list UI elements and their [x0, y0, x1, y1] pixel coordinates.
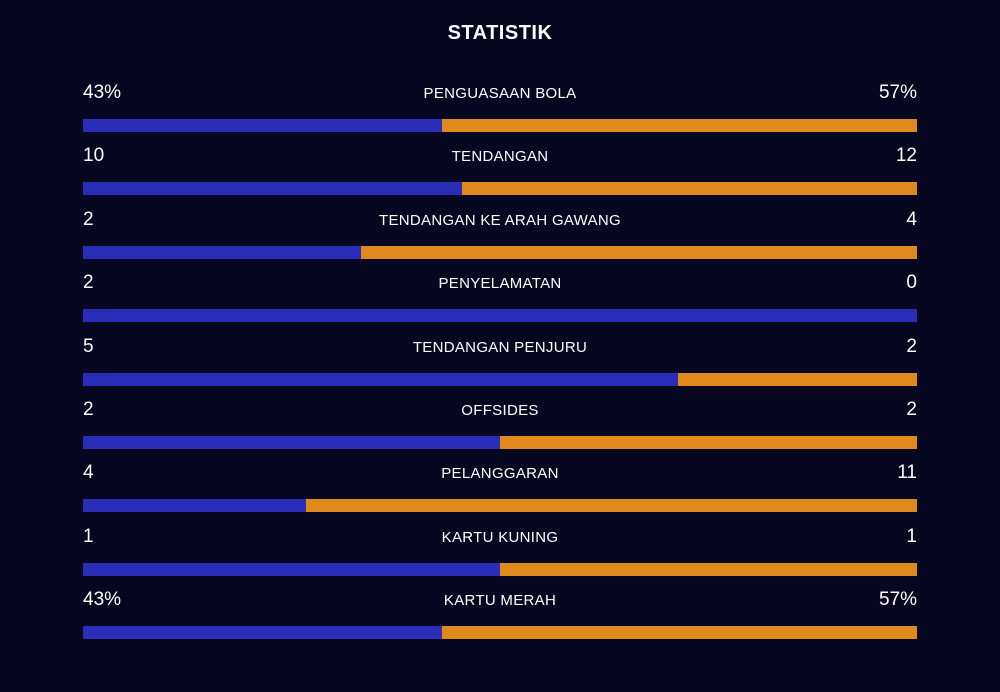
stat-label: TENDANGAN KE ARAH GAWANG: [379, 211, 621, 229]
stats-list: 43% PENGUASAAN BOLA 57% 10 TENDANGAN 12 2 TENDA…: [83, 80, 917, 651]
stat-home-value: 2: [83, 398, 94, 420]
stat-away-value: 1: [906, 525, 917, 547]
stat-bar-away: [500, 435, 917, 449]
stat-row: 1 KARTU KUNING 1: [83, 524, 917, 587]
stat-home-value: 43%: [83, 82, 122, 103]
stat-bar-home: [83, 119, 442, 132]
stat-comparison-bar: [83, 499, 917, 513]
stat-away-value: 57%: [878, 589, 917, 611]
stat-row: 4 PELANGGARAN 11: [83, 460, 917, 523]
stat-away-value: 2: [906, 398, 917, 420]
stat-away-value: 12: [895, 145, 917, 167]
stat-row: 10 TENDANGAN 12: [83, 143, 917, 206]
stat-away-value: 4: [906, 208, 917, 230]
stat-home-value: 4: [83, 462, 94, 484]
stat-home-value: 1: [83, 525, 94, 547]
stat-row: 43% KARTU MERAH 57%: [83, 587, 917, 650]
stat-label: PELANGGARAN: [441, 465, 559, 483]
stat-bar-home: [83, 372, 679, 386]
stat-away-value: 0: [906, 272, 917, 294]
stat-away-value: 57%: [878, 82, 917, 103]
stat-bar-away: [305, 499, 917, 513]
stat-comparison-bar: [83, 309, 917, 323]
stat-label: TENDANGAN: [451, 148, 549, 166]
stat-comparison-bar: [83, 119, 917, 132]
stat-bar-away: [462, 182, 917, 196]
stat-row: 43% PENGUASAAN BOLA 57%: [83, 80, 917, 143]
stat-bar-away: [441, 119, 917, 132]
stat-label: KARTU KUNING: [441, 528, 559, 546]
stat-label: TENDANGAN PENJURU: [412, 338, 588, 356]
stat-home-value: 2: [83, 208, 94, 230]
stat-label: OFFSIDES: [461, 401, 539, 419]
stat-label: PENGUASAAN BOLA: [423, 85, 577, 102]
stat-bar-home: [83, 435, 500, 449]
stat-label: KARTU MERAH: [443, 592, 557, 610]
stat-bar-home: [83, 562, 500, 576]
stat-bar-home: [83, 309, 917, 323]
stat-away-value: 11: [897, 462, 917, 484]
stat-bar-away: [500, 562, 917, 576]
stat-bar-home: [83, 182, 463, 196]
stat-home-value: 2: [83, 272, 94, 294]
stat-row: 5 TENDANGAN PENJURU 2: [83, 334, 917, 397]
stat-row: 2 PENYELAMATAN 0: [83, 270, 917, 333]
stat-comparison-bar: [83, 435, 917, 449]
stat-row: 2 OFFSIDES 2: [83, 397, 917, 460]
stat-comparison-bar: [83, 372, 917, 386]
stat-comparison-bar: [83, 626, 917, 640]
stat-away-value: 2: [906, 335, 917, 357]
stat-bar-home: [83, 626, 442, 640]
stat-bar-away: [678, 372, 917, 386]
stat-comparison-bar: [83, 562, 917, 576]
stat-bar-home: [83, 499, 306, 513]
stat-comparison-bar: [83, 245, 917, 259]
stat-home-value: 5: [83, 335, 94, 357]
stat-home-value: 10: [83, 145, 105, 167]
stat-row: 2 TENDANGAN KE ARAH GAWANG 4: [83, 207, 917, 270]
stat-bar-home: [83, 245, 361, 259]
stat-comparison-bar: [83, 182, 917, 196]
stat-bar-away: [441, 626, 917, 640]
stat-home-value: 43%: [83, 589, 122, 611]
stat-label: PENYELAMATAN: [438, 275, 562, 293]
stat-bar-away: [360, 245, 917, 259]
stats-title: STATISTIK: [447, 22, 553, 44]
